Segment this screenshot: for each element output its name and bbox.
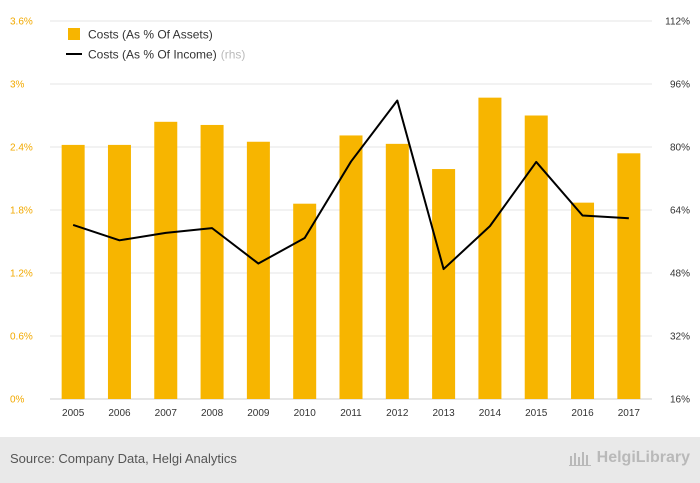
x-axis-tick-label: 2008 [201, 408, 224, 419]
x-axis-tick-label: 2017 [618, 408, 641, 419]
left-axis-tick-label: 0.6% [10, 332, 33, 343]
bar [293, 203, 317, 399]
legend-bar-swatch [68, 28, 80, 40]
x-axis-ticks: 2005 2006 2007 2008 2009 2010 2011 2012 2013 2014… [62, 408, 640, 419]
x-axis-tick-label: 2013 [432, 408, 455, 419]
right-axis-tick-label: 80% [670, 143, 690, 154]
left-axis-tick-label: 3% [10, 80, 25, 91]
x-axis-tick-label: 2010 [294, 408, 317, 419]
right-axis-tick-label: 48% [670, 269, 690, 280]
x-axis-tick-label: 2015 [525, 408, 548, 419]
bar [478, 97, 502, 400]
bar [524, 115, 548, 399]
chart-svg: 0% 0.6% 1.2% 1.8% 2.4% 3% 3.6% 16% 32% 48% 64% 80%… [10, 17, 690, 420]
legend-line-label: Costs (As % Of Income) (rhs) [88, 48, 245, 62]
footer: Source: Company Data, Helgi Analytics He… [0, 437, 700, 483]
x-axis-tick-label: 2006 [108, 408, 131, 419]
left-axis-tick-label: 2.4% [10, 143, 33, 154]
bar [617, 153, 641, 399]
right-axis-tick-label: 96% [670, 80, 690, 91]
x-axis-tick-label: 2012 [386, 408, 409, 419]
legend-bar-label: Costs (As % Of Assets) [88, 28, 213, 42]
x-axis-tick-label: 2007 [155, 408, 178, 419]
legend-line-name: Costs (As % Of Income) [88, 48, 217, 62]
footer-source: Source: Company Data, Helgi Analytics [10, 451, 237, 466]
bar [154, 121, 178, 400]
x-axis-tick-label: 2011 [340, 408, 362, 419]
right-axis-tick-label: 112% [665, 17, 690, 28]
library-logo-icon [568, 450, 591, 466]
right-axis-tick-label: 16% [670, 395, 690, 406]
legend-line-suffix: (rhs) [221, 48, 246, 62]
right-axis-ticks: 16% 32% 48% 64% 80% 96% 112% [665, 17, 690, 406]
line-series [72, 99, 629, 271]
left-axis-tick-label: 1.8% [10, 206, 33, 217]
bar [61, 144, 85, 399]
left-axis-tick-label: 0% [10, 395, 25, 406]
bar-series [61, 97, 641, 400]
bar [246, 141, 270, 399]
bar [339, 135, 363, 399]
bar [385, 143, 409, 399]
left-axis-ticks: 0% 0.6% 1.2% 1.8% 2.4% 3% 3.6% [10, 17, 33, 406]
left-axis-tick-label: 1.2% [10, 269, 33, 280]
x-axis-tick-label: 2014 [479, 408, 502, 419]
footer-brand-text: HelgiLibrary [596, 449, 690, 466]
right-axis-tick-label: 32% [670, 332, 690, 343]
footer-brand: HelgiLibrary [568, 449, 690, 467]
bar [432, 169, 456, 399]
left-axis-tick-label: 3.6% [10, 17, 33, 28]
bar [571, 202, 595, 399]
bar [200, 124, 224, 399]
bar [107, 144, 131, 399]
x-axis-tick-label: 2005 [62, 408, 85, 419]
legend: Costs (As % Of Assets) Costs (As % Of In… [66, 28, 245, 62]
right-axis-tick-label: 64% [670, 206, 690, 217]
x-axis-tick-label: 2016 [571, 408, 594, 419]
x-axis-tick-label: 2009 [247, 408, 270, 419]
